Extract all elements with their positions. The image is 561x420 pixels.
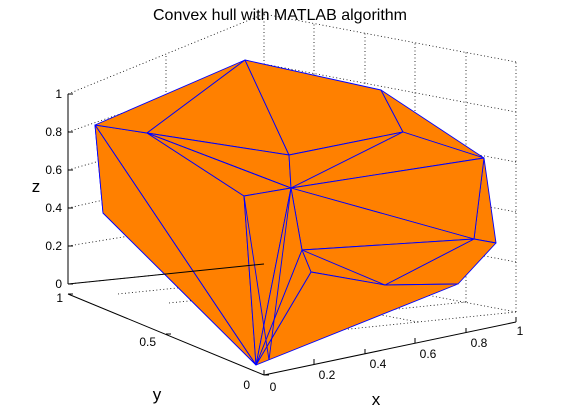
y-axis-baseline xyxy=(67,263,265,285)
z-tick-label: 1 xyxy=(55,87,62,101)
x-tick-label: 0 xyxy=(270,380,277,394)
x-tick-label: 0.4 xyxy=(370,357,387,371)
y-tick-label: 1 xyxy=(56,291,63,305)
hull-edge xyxy=(243,195,270,361)
z-tick-label: 0 xyxy=(55,277,62,291)
y-tick-labels: 0 0.5 1 xyxy=(56,291,250,392)
y-tick-label: 0 xyxy=(243,378,250,392)
x-tick-label: 1 xyxy=(517,324,524,338)
y-axis-label: y xyxy=(153,385,162,404)
axes xyxy=(67,93,517,376)
z-tick-labels: 0 0.2 0.4 0.6 0.8 1 xyxy=(45,87,62,291)
grid-line xyxy=(263,63,517,113)
grid-line xyxy=(263,13,517,63)
hull-edge xyxy=(146,132,292,189)
z-tick-label: 0.8 xyxy=(45,125,62,139)
z-axis-label: z xyxy=(32,177,41,196)
z-tick-label: 0.2 xyxy=(45,239,62,253)
hull-edge xyxy=(301,249,386,286)
x-tick-label: 0.2 xyxy=(319,368,336,382)
grid-line xyxy=(319,311,517,333)
x-tick-label: 0.8 xyxy=(471,336,488,350)
y-tick-label: 0.5 xyxy=(139,335,156,349)
hull-edge xyxy=(268,187,292,361)
hull-face xyxy=(255,249,312,366)
chart-title: Convex hull with MATLAB algorithm xyxy=(153,7,407,24)
hull-face xyxy=(94,124,257,366)
x-axis-line xyxy=(263,321,517,376)
convex-hull-surface xyxy=(94,59,497,366)
x-axis-label: x xyxy=(372,390,381,409)
z-tick-label: 0.6 xyxy=(45,163,62,177)
grid-line xyxy=(67,13,265,95)
z-tick-label: 0.4 xyxy=(45,201,62,215)
x-tick-labels: 0 0.2 0.4 0.6 0.8 1 xyxy=(270,324,524,394)
x-tick-label: 0.6 xyxy=(420,347,437,361)
